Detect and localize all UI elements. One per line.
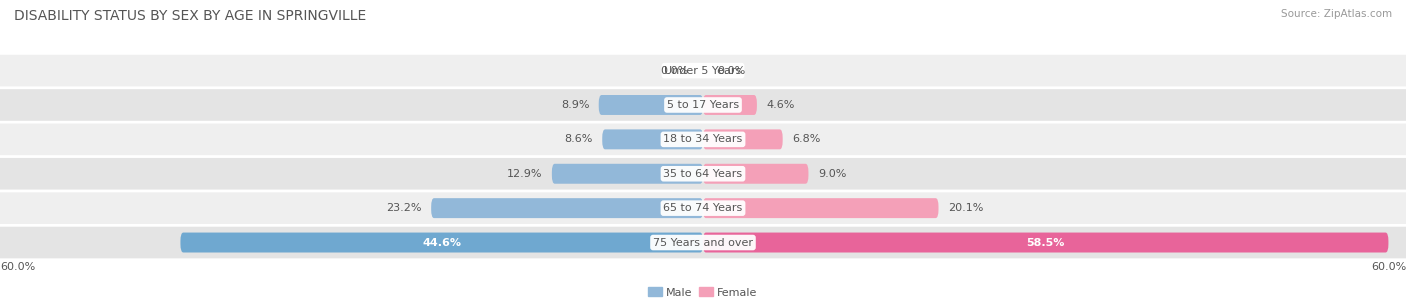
FancyBboxPatch shape xyxy=(0,123,1406,155)
Text: 0.0%: 0.0% xyxy=(661,66,689,76)
Text: 9.0%: 9.0% xyxy=(818,169,846,179)
Legend: Male, Female: Male, Female xyxy=(644,283,762,302)
Text: 20.1%: 20.1% xyxy=(948,203,983,213)
Text: 0.0%: 0.0% xyxy=(717,66,745,76)
Text: 23.2%: 23.2% xyxy=(387,203,422,213)
FancyBboxPatch shape xyxy=(180,233,703,253)
Text: 5 to 17 Years: 5 to 17 Years xyxy=(666,100,740,110)
FancyBboxPatch shape xyxy=(703,198,939,218)
Text: 60.0%: 60.0% xyxy=(0,262,35,272)
FancyBboxPatch shape xyxy=(703,95,756,115)
Text: 4.6%: 4.6% xyxy=(766,100,794,110)
Text: Source: ZipAtlas.com: Source: ZipAtlas.com xyxy=(1281,9,1392,19)
Text: 58.5%: 58.5% xyxy=(1026,237,1064,247)
FancyBboxPatch shape xyxy=(0,89,1406,121)
FancyBboxPatch shape xyxy=(703,130,783,149)
Text: DISABILITY STATUS BY SEX BY AGE IN SPRINGVILLE: DISABILITY STATUS BY SEX BY AGE IN SPRIN… xyxy=(14,9,367,23)
FancyBboxPatch shape xyxy=(0,158,1406,190)
Text: 18 to 34 Years: 18 to 34 Years xyxy=(664,134,742,144)
Text: 6.8%: 6.8% xyxy=(792,134,821,144)
FancyBboxPatch shape xyxy=(703,233,1389,253)
FancyBboxPatch shape xyxy=(432,198,703,218)
FancyBboxPatch shape xyxy=(703,164,808,184)
FancyBboxPatch shape xyxy=(551,164,703,184)
Text: 75 Years and over: 75 Years and over xyxy=(652,237,754,247)
Text: Under 5 Years: Under 5 Years xyxy=(665,66,741,76)
FancyBboxPatch shape xyxy=(599,95,703,115)
FancyBboxPatch shape xyxy=(0,192,1406,224)
Text: 8.6%: 8.6% xyxy=(564,134,593,144)
FancyBboxPatch shape xyxy=(0,227,1406,258)
Text: 65 to 74 Years: 65 to 74 Years xyxy=(664,203,742,213)
Text: 60.0%: 60.0% xyxy=(1371,262,1406,272)
Text: 35 to 64 Years: 35 to 64 Years xyxy=(664,169,742,179)
Text: 12.9%: 12.9% xyxy=(508,169,543,179)
FancyBboxPatch shape xyxy=(602,130,703,149)
Text: 8.9%: 8.9% xyxy=(561,100,589,110)
Text: 44.6%: 44.6% xyxy=(422,237,461,247)
FancyBboxPatch shape xyxy=(0,55,1406,86)
